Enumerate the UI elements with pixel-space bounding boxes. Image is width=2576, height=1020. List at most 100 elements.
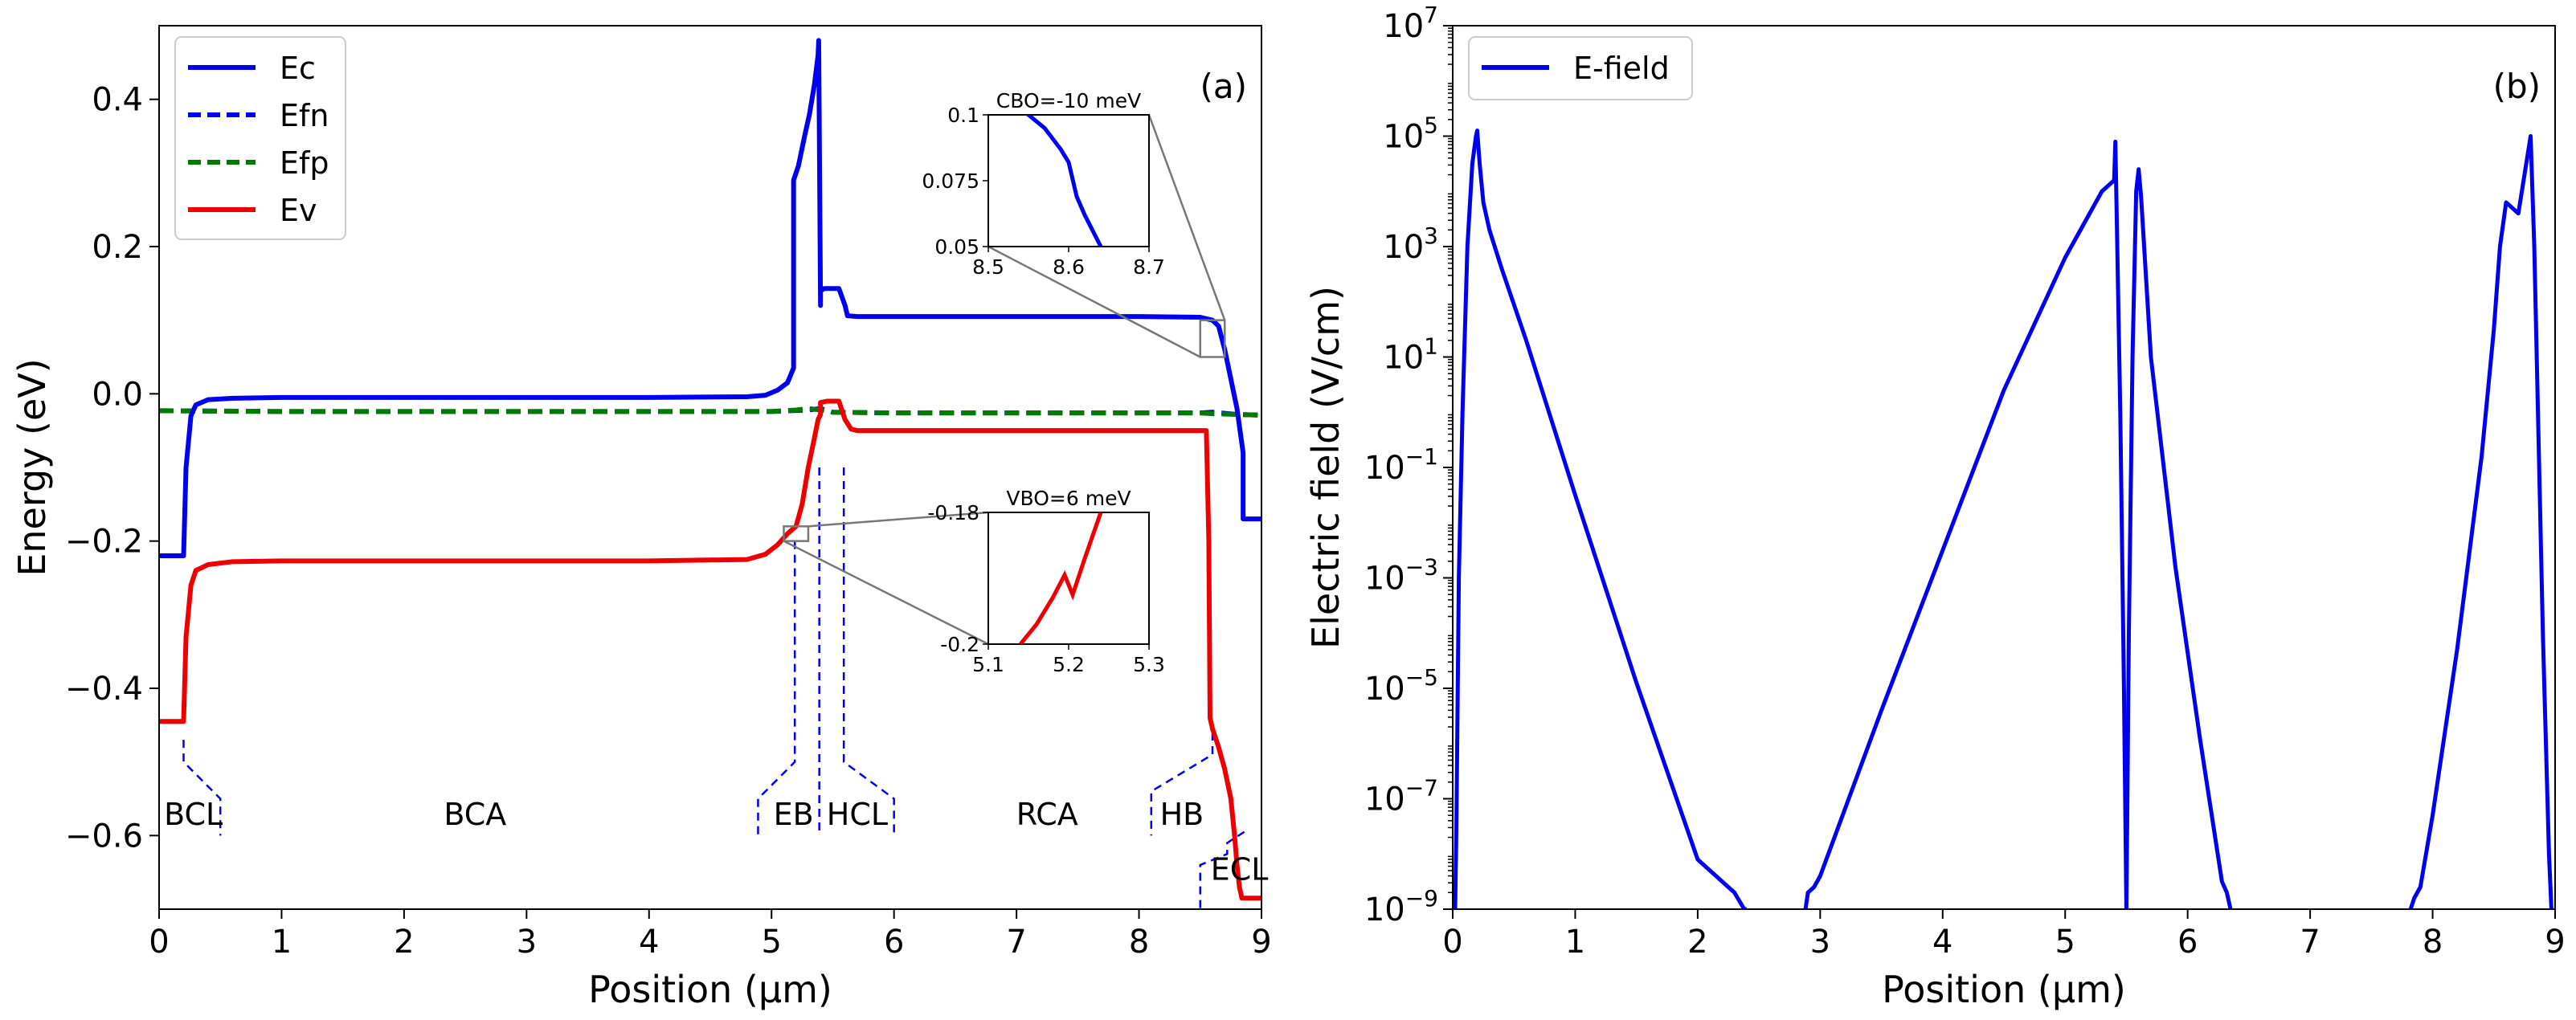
chart-b-legend-label-efield: E-field xyxy=(1573,51,1670,86)
chart-b-ytick-exponent: −3 xyxy=(1405,554,1438,581)
chart-b-series-group xyxy=(1453,129,2554,909)
chart-a-legend: Ec Efn Efp Ev xyxy=(174,36,346,240)
chart-a-boundary-line xyxy=(757,541,796,836)
chart-b-xtick-label: 4 xyxy=(1932,924,1952,961)
chart-b-ytick-base: 10 xyxy=(1364,781,1405,818)
chart-b-ytick-base: 10 xyxy=(1383,119,1424,156)
chart-a-panel-label: (a) xyxy=(1200,67,1247,106)
chart-a-legend-label-ev: Ev xyxy=(280,193,317,228)
chart-a-legend-label-efp: Efp xyxy=(280,145,329,181)
chart-b: 0 1 2 3 4 5 6 7 8 910−910−710−510−310−11011031051… xyxy=(1304,2,2566,1011)
chart-b-ytick-label: 107 xyxy=(1383,2,1438,45)
chart-a-inset-ytick-label: -0.2 xyxy=(940,633,979,656)
chart-a-inset-series xyxy=(1024,115,1103,247)
chart-a-region-label: ECL xyxy=(1211,852,1269,887)
chart-a-inset-xtick-label: 8.7 xyxy=(1133,255,1165,279)
chart-a-ytick-label: −0.4 xyxy=(65,671,143,708)
chart-b-ytick-base: 10 xyxy=(1383,340,1424,377)
chart-a-inset-frame xyxy=(987,512,1150,645)
chart-a-inset-series xyxy=(1019,512,1103,644)
chart-b-ytick-label: 10−3 xyxy=(1364,554,1438,598)
chart-a-ytick-label: −0.6 xyxy=(65,818,143,855)
chart-b-legend-box xyxy=(1468,36,1693,100)
chart-a-ticks: 0 1 2 3 4 5 6 7 8 9 −0.6 −0.4 −0.2 0.0 0.2 0.4 xyxy=(65,82,1272,961)
chart-b-ytick-label: 10−9 xyxy=(1364,885,1438,928)
chart-a-xtick-label: 8 xyxy=(1129,924,1149,961)
chart-b-ytick-label: 10−7 xyxy=(1364,775,1438,818)
chart-a-inset-1: CBO=-10 meV 8.5 8.6 8.7 0.05 0.075 0.1 xyxy=(922,89,1226,358)
chart-a-inset-xtick-label: 8.6 xyxy=(1053,255,1085,279)
chart-a-frame xyxy=(158,25,1262,910)
chart-a-inset-connector xyxy=(808,511,989,528)
chart-a-inset-source-box xyxy=(1199,319,1226,358)
chart-a-region-label: HCL xyxy=(827,797,888,832)
chart-a-region-label: EB xyxy=(774,797,814,832)
chart-b-series-efield xyxy=(1803,139,2128,909)
chart-b-ytick-exponent: −7 xyxy=(1405,775,1438,802)
chart-b-panel-label: (b) xyxy=(2493,67,2541,106)
chart-a-inset-title: VBO=6 meV xyxy=(1006,487,1131,510)
chart-a: 0 1 2 3 4 5 6 7 8 9 −0.6 −0.4 −0.2 0.0 0.2 0.4 BCL BCA EB… xyxy=(10,25,1272,1011)
chart-b-ylabel: Electric field (V/cm) xyxy=(1304,286,1347,649)
chart-a-xlabel: Position (μm) xyxy=(588,968,832,1011)
chart-a-xtick-label: 5 xyxy=(761,924,781,961)
chart-b-plot-area xyxy=(1453,129,2554,909)
chart-b-ytick-label: 105 xyxy=(1383,112,1438,156)
chart-a-legend-label-efn: Efn xyxy=(280,98,329,133)
chart-a-inset-xtick-label: 5.2 xyxy=(1053,653,1085,676)
chart-a-inset-title: CBO=-10 meV xyxy=(996,89,1141,112)
chart-a-boundary-line xyxy=(1199,830,1245,909)
chart-a-series-ev xyxy=(159,398,1261,901)
chart-a-inset-frame xyxy=(987,114,1150,247)
chart-a-xtick-label: 7 xyxy=(1006,924,1026,961)
chart-b-series-efield xyxy=(1453,129,1747,909)
chart-b-ytick-exponent: 7 xyxy=(1424,2,1438,28)
chart-a-region-label: BCL xyxy=(164,797,223,832)
chart-a-ytick-label: 0.2 xyxy=(92,229,143,266)
chart-a-xtick-label: 3 xyxy=(517,924,537,961)
chart-a-xtick-label: 1 xyxy=(272,924,292,961)
chart-a-inset-ytick-label: 0.075 xyxy=(922,169,979,193)
chart-b-xtick-label: 8 xyxy=(2423,924,2443,961)
chart-b-xtick-label: 5 xyxy=(2055,924,2075,961)
chart-a-inset-xtick-label: 5.3 xyxy=(1133,653,1165,676)
chart-b-frame xyxy=(1452,25,2556,910)
chart-b-ytick-exponent: −9 xyxy=(1405,885,1438,912)
chart-b-ytick-exponent: 1 xyxy=(1424,333,1438,360)
chart-b-xtick-label: 6 xyxy=(2177,924,2198,961)
chart-a-region-label: RCA xyxy=(1016,797,1078,832)
chart-a-xtick-label: 0 xyxy=(149,924,169,961)
chart-a-inset-xtick-label: 5.1 xyxy=(972,653,1004,676)
chart-a-insets: CBO=-10 meV 8.5 8.6 8.7 0.05 0.075 0.1 VBO=6 me… xyxy=(783,89,1226,676)
chart-a-ytick-label: 0.0 xyxy=(92,376,143,413)
chart-b-ytick-label: 101 xyxy=(1383,333,1438,377)
chart-b-ytick-exponent: −1 xyxy=(1405,443,1438,470)
chart-b-xtick-label: 7 xyxy=(2300,924,2320,961)
chart-a-legend-label-ec: Ec xyxy=(280,51,316,86)
chart-b-ytick-base: 10 xyxy=(1364,450,1405,487)
chart-b-xtick-label: 2 xyxy=(1687,924,1707,961)
chart-a-boundary-line xyxy=(842,467,895,836)
chart-a-xtick-label: 2 xyxy=(394,924,414,961)
chart-a-ytick-label: −0.2 xyxy=(65,524,143,561)
chart-b-ytick-base: 10 xyxy=(1364,891,1405,928)
chart-b-ytick-label: 10−5 xyxy=(1364,664,1438,708)
chart-b-ytick-exponent: 3 xyxy=(1424,222,1438,249)
chart-b-xtick-label: 9 xyxy=(2545,924,2565,961)
chart-a-region-label: BCA xyxy=(444,797,506,832)
chart-b-xlabel: Position (μm) xyxy=(1882,968,2126,1011)
chart-b-ytick-base: 10 xyxy=(1364,671,1405,708)
chart-a-xtick-label: 6 xyxy=(884,924,904,961)
chart-a-inset-connector xyxy=(1147,114,1226,321)
chart-b-ytick-exponent: −5 xyxy=(1405,664,1438,691)
chart-a-inset-ytick-label: -0.18 xyxy=(927,501,979,524)
chart-b-ytick-base: 10 xyxy=(1383,8,1424,45)
chart-b-legend: E-field xyxy=(1468,36,1693,100)
chart-a-inset-connector xyxy=(987,245,1201,358)
chart-a-legend-box xyxy=(174,36,346,240)
chart-b-ytick-base: 10 xyxy=(1383,229,1424,266)
chart-a-xtick-label: 9 xyxy=(1251,924,1271,961)
chart-a-ylabel: Energy (eV) xyxy=(10,358,54,576)
